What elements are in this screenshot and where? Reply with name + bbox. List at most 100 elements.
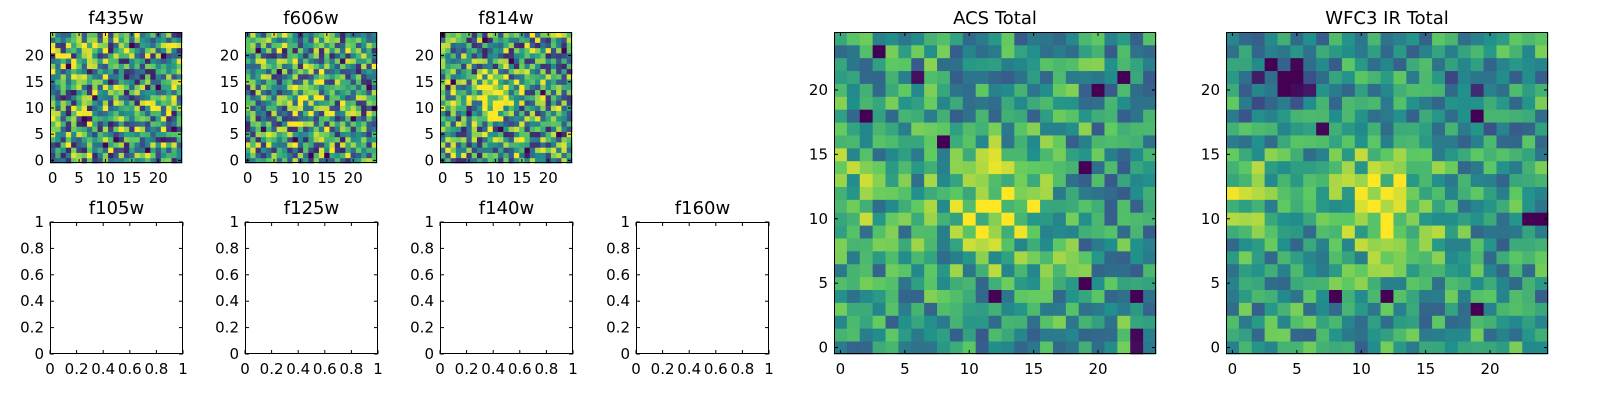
f814w-cell bbox=[540, 142, 546, 148]
acs-cell bbox=[859, 160, 874, 175]
acs-cell bbox=[872, 70, 886, 84]
f435w-cell bbox=[145, 121, 151, 127]
acs-cell bbox=[1078, 186, 1092, 200]
wfc3-cell bbox=[1238, 135, 1253, 149]
f814w-cell bbox=[519, 37, 525, 43]
f606w-cell bbox=[340, 131, 346, 138]
wfc3-cell bbox=[1380, 70, 1394, 84]
wfc3-cell bbox=[1535, 276, 1549, 290]
f606w-cell bbox=[260, 100, 267, 106]
f606w-cell bbox=[361, 126, 367, 132]
f814w-cell bbox=[566, 47, 573, 54]
acs-cell bbox=[1091, 32, 1105, 46]
wfc3-cell bbox=[1316, 96, 1330, 110]
f606w-cell bbox=[281, 121, 288, 127]
wfc3-cell bbox=[1264, 341, 1278, 355]
f125w-xtick-label-5: 1 bbox=[373, 360, 383, 378]
f814w-cell bbox=[498, 42, 504, 49]
f435w-cell bbox=[118, 152, 125, 159]
f435w-cell bbox=[155, 121, 162, 127]
wfc3-cell bbox=[1303, 263, 1317, 278]
f814w-cell bbox=[566, 100, 573, 106]
f606w-cell bbox=[276, 105, 283, 111]
f435w-cell bbox=[92, 52, 98, 59]
acs-cell bbox=[1040, 302, 1054, 316]
f814w-cell bbox=[556, 79, 562, 85]
f435w-cell bbox=[92, 73, 98, 80]
f814w-cell bbox=[550, 84, 557, 91]
f606w-cell bbox=[371, 152, 378, 159]
wfc3-cell bbox=[1457, 186, 1472, 200]
f606w-cell bbox=[276, 63, 283, 70]
f606w-cell bbox=[308, 105, 315, 111]
f435w-cell bbox=[171, 152, 178, 159]
wfc3-cell bbox=[1264, 263, 1278, 278]
f606w-cell bbox=[313, 121, 320, 127]
acs-cell bbox=[1143, 289, 1157, 303]
wfc3-cell bbox=[1277, 199, 1291, 213]
f814w-cell bbox=[476, 73, 483, 80]
acs-xtick-label-2: 10 bbox=[960, 360, 979, 378]
wfc3-cell bbox=[1251, 135, 1266, 149]
wfc3-cell bbox=[1303, 250, 1317, 265]
f606w-cell bbox=[308, 100, 315, 106]
wfc3-cell bbox=[1354, 96, 1369, 110]
wfc3-cell bbox=[1470, 199, 1484, 213]
f606w-cell bbox=[361, 32, 367, 38]
f814w-cell bbox=[545, 52, 552, 59]
f435w-cell bbox=[71, 105, 77, 111]
f435w-cell bbox=[55, 32, 61, 38]
f435w-cell bbox=[139, 136, 146, 143]
f814w-cell bbox=[445, 79, 451, 85]
f814w-cell bbox=[471, 84, 478, 91]
f606w-cell bbox=[276, 79, 283, 85]
f814w-cell bbox=[482, 110, 488, 117]
wfc3-cell bbox=[1251, 160, 1266, 175]
f435w-cell bbox=[113, 152, 120, 159]
f606w-cell bbox=[255, 58, 262, 64]
f814w-cell bbox=[471, 79, 478, 85]
f435w-cell bbox=[139, 73, 146, 80]
wfc3-cell bbox=[1238, 225, 1253, 239]
acs-cell bbox=[924, 160, 938, 175]
acs-cell bbox=[872, 32, 886, 46]
f435w-cell bbox=[129, 89, 135, 96]
f814w-cell bbox=[498, 142, 504, 148]
f606w-cell bbox=[287, 126, 293, 132]
wfc3-cell bbox=[1329, 212, 1343, 226]
acs-cell bbox=[975, 70, 989, 84]
f814w-cell bbox=[519, 121, 525, 127]
f606w-cell bbox=[318, 105, 325, 111]
f606w-cell bbox=[308, 115, 315, 122]
acs-cell bbox=[1040, 83, 1054, 97]
f606w-cell bbox=[345, 157, 351, 164]
wfc3-cell bbox=[1329, 160, 1343, 175]
acs-cell bbox=[937, 238, 951, 252]
wfc3-cell bbox=[1354, 135, 1369, 149]
acs-cell bbox=[1065, 147, 1080, 162]
acs-cell bbox=[1014, 135, 1028, 149]
f435w-cell bbox=[65, 68, 72, 75]
f814w-cell bbox=[503, 84, 510, 91]
acs-cell bbox=[924, 250, 938, 265]
wfc3-cell bbox=[1444, 160, 1459, 175]
f814w-cell bbox=[471, 32, 478, 38]
wfc3-cell bbox=[1393, 199, 1407, 213]
wfc3-cell bbox=[1380, 44, 1394, 59]
f606w-cell bbox=[292, 94, 299, 101]
wfc3-cell bbox=[1251, 96, 1266, 110]
acs-cell bbox=[911, 238, 925, 252]
acs-cell bbox=[949, 341, 964, 355]
acs-cell bbox=[1078, 238, 1092, 252]
f814w-cell bbox=[487, 131, 494, 138]
acs-cell bbox=[846, 83, 861, 97]
acs-cell bbox=[924, 186, 938, 200]
f814w-cell bbox=[529, 110, 536, 117]
acs-ytick-label-4: 20 bbox=[809, 81, 828, 99]
wfc3-cell bbox=[1251, 57, 1266, 72]
f606w-cell bbox=[340, 58, 346, 64]
f606w-cell bbox=[308, 142, 315, 148]
wfc3-cell bbox=[1354, 250, 1369, 265]
wfc3-cell bbox=[1354, 263, 1369, 278]
